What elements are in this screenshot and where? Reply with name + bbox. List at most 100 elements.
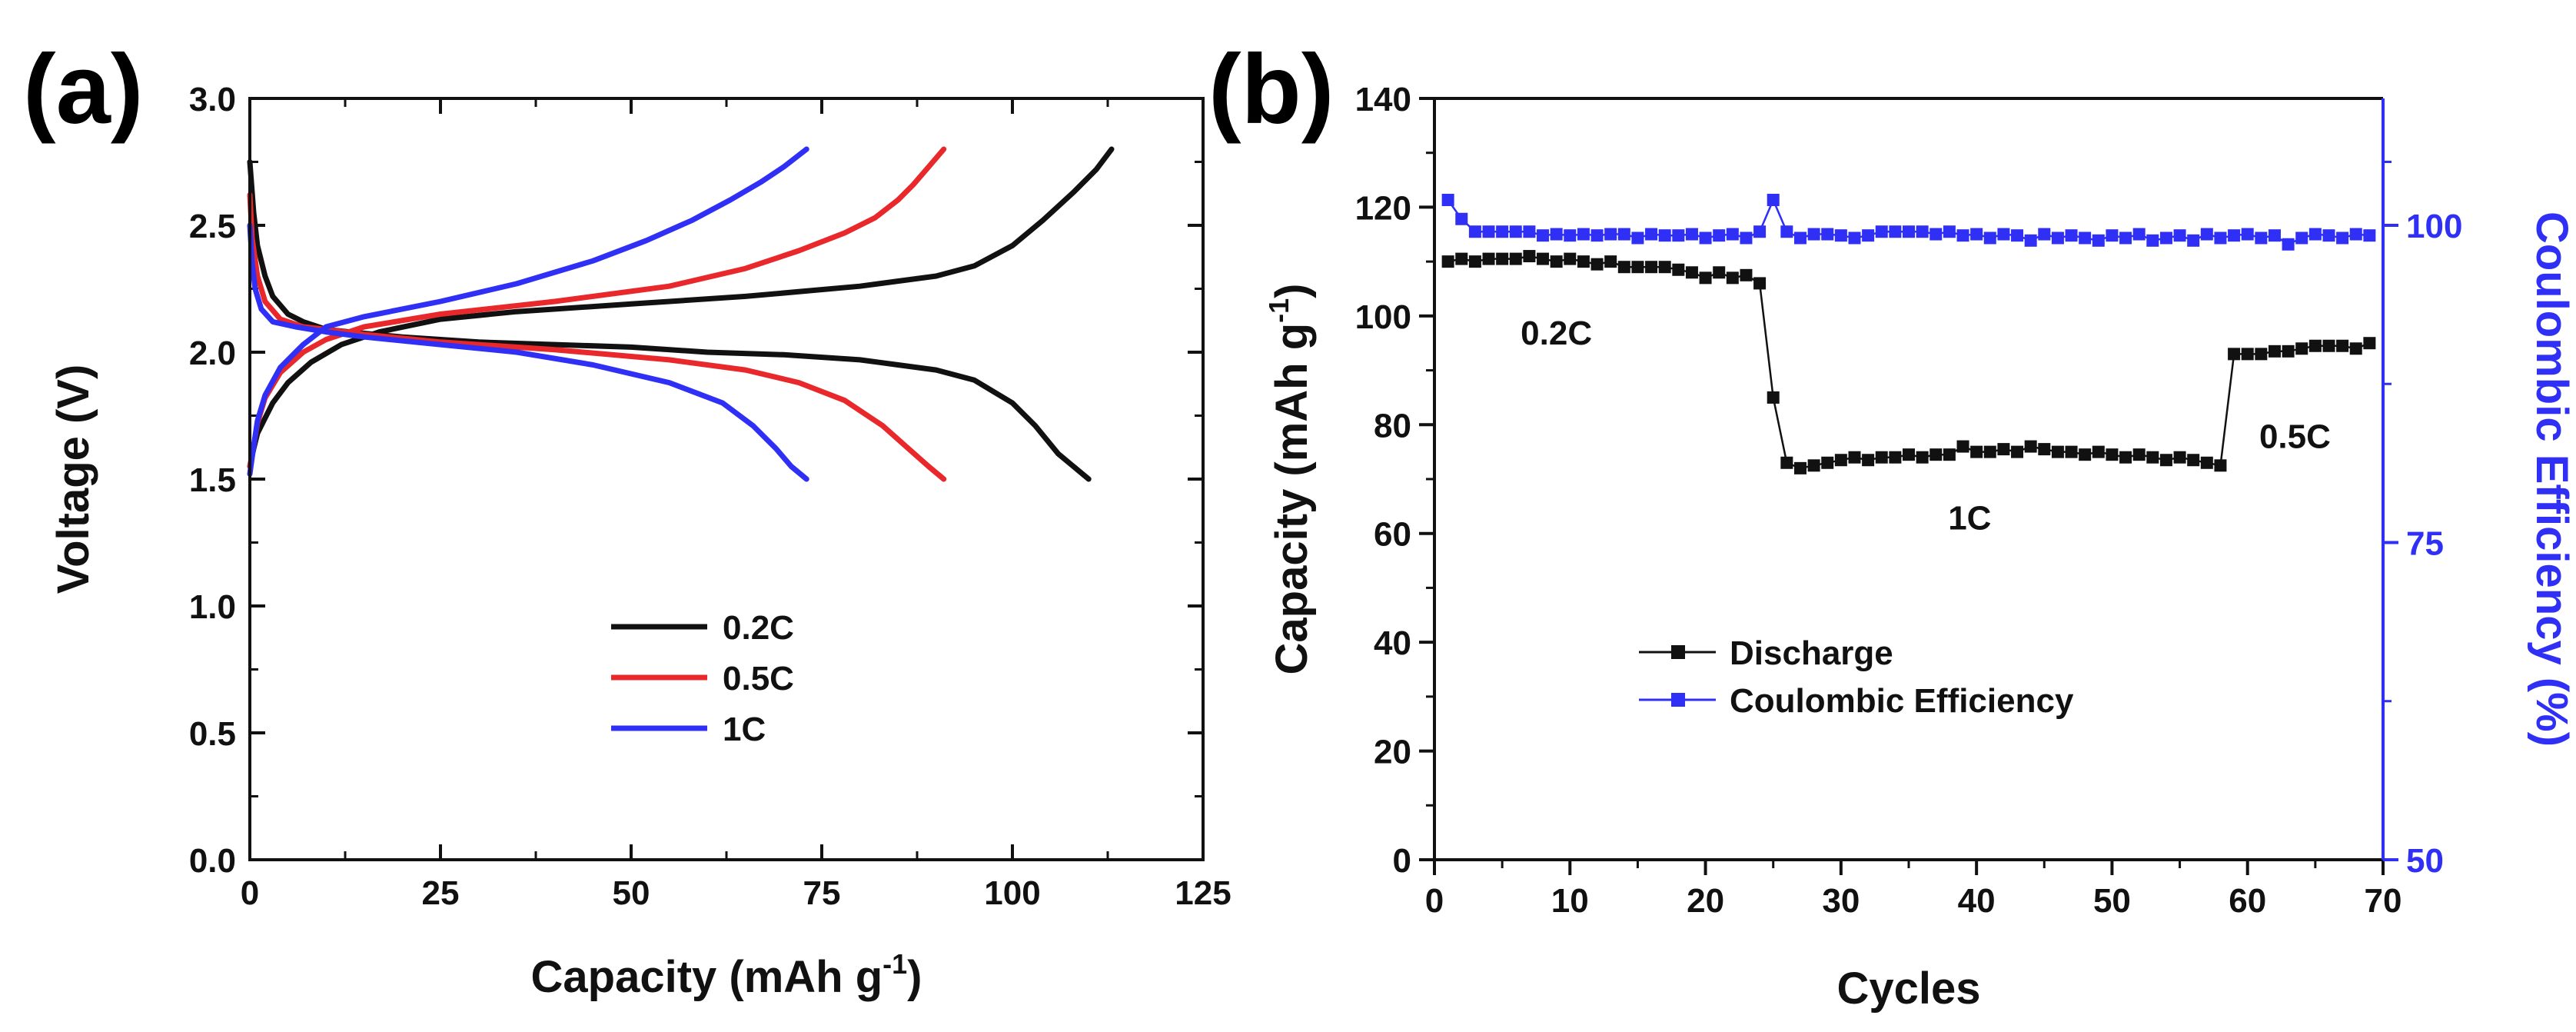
panel-b-legend-marker <box>1671 645 1685 659</box>
discharge-point <box>1455 252 1468 265</box>
efficiency-point <box>2132 228 2146 241</box>
discharge-point <box>1793 461 1807 474</box>
panel-b-annotation: 0.5C <box>2259 418 2331 455</box>
efficiency-point <box>1997 228 2010 241</box>
discharge-point <box>2051 445 2064 458</box>
efficiency-point <box>1577 228 1590 241</box>
efficiency-point <box>1523 225 1536 238</box>
discharge-point <box>2295 342 2308 355</box>
panel-b-y-axis-title-sup: -1 <box>1263 298 1295 323</box>
panel-a-y-tick-label: 3.0 <box>189 81 236 118</box>
panel-b-annotation: 1C <box>1948 500 1991 538</box>
discharge-point <box>1943 448 1956 461</box>
panel-a-x-tick-label: 125 <box>1175 874 1231 912</box>
efficiency-point <box>1983 231 1996 245</box>
efficiency-point <box>1496 225 1509 238</box>
panel-b-y-tick-label: 60 <box>1374 516 1411 554</box>
efficiency-point <box>1916 225 1929 238</box>
discharge-point <box>1889 451 1902 464</box>
discharge-point <box>1834 454 1847 467</box>
discharge-point <box>2255 348 2268 361</box>
panel-b-cycling-chart: (b) 0 10 20 30 40 50 60 70 0 20 40 60 80 100 120 140 5… <box>1208 35 2576 1014</box>
efficiency-point <box>1509 225 1522 238</box>
discharge-point <box>2024 440 2037 453</box>
panel-b-x-tick-labels: 0 10 20 30 40 50 60 70 <box>1425 882 2402 920</box>
panel-a-y-tick-label: 1.0 <box>189 588 236 626</box>
discharge-point <box>1441 255 1454 268</box>
efficiency-point <box>2228 229 2241 242</box>
efficiency-point <box>1943 225 1956 238</box>
panel-b-annotations: 0.2C 1C 0.5C <box>1521 315 2331 537</box>
discharge-point <box>2119 451 2132 464</box>
panel-b-x-tick-label: 0 <box>1425 882 1444 920</box>
discharge-point <box>1564 252 1577 265</box>
discharge-point <box>1740 268 1753 281</box>
efficiency-point <box>2051 231 2064 245</box>
discharge-point <box>1780 456 1793 469</box>
efficiency-point <box>2159 231 2172 245</box>
efficiency-point <box>1956 229 1969 242</box>
panel-b-series <box>1441 194 2376 474</box>
panel-b-legend-marker <box>1671 693 1685 707</box>
efficiency-point <box>2268 229 2281 242</box>
discharge-point <box>1482 252 1495 265</box>
panel-b-x-tick-label: 40 <box>1958 882 1996 920</box>
efficiency-point <box>1889 225 1902 238</box>
discharge-point <box>1537 252 1550 265</box>
discharge-point <box>2228 348 2241 361</box>
panel-a-series-line-1 <box>247 146 1115 469</box>
panel-b-y-tick-label: 0 <box>1393 842 1411 880</box>
efficiency-point <box>2255 231 2268 245</box>
discharge-point <box>1468 255 1481 268</box>
panel-a-plot-frame <box>248 97 1205 861</box>
efficiency-point <box>1441 194 1454 206</box>
discharge-point <box>2011 445 2024 458</box>
discharge-point <box>2173 451 2186 464</box>
panel-a-x-axis-title-sup: -1 <box>882 948 907 980</box>
discharge-point <box>1577 255 1590 268</box>
efficiency-point <box>1699 231 1712 245</box>
discharge-point <box>1645 261 1658 274</box>
discharge-point <box>1550 255 1563 268</box>
discharge-point <box>1767 391 1780 404</box>
panel-a-series-line-4 <box>247 222 809 482</box>
efficiency-point <box>2282 238 2295 251</box>
efficiency-point <box>2363 229 2376 242</box>
panel-b-legend-label: Discharge <box>1730 634 1893 672</box>
discharge-point <box>1699 271 1712 285</box>
discharge-point <box>2079 448 2092 461</box>
efficiency-point <box>1970 228 1983 241</box>
efficiency-point <box>1726 228 1739 241</box>
efficiency-point <box>1604 228 1617 241</box>
discharge-point <box>2187 454 2200 467</box>
efficiency-point <box>1740 231 1753 245</box>
panel-a-x-tick-label: 0 <box>241 874 259 912</box>
efficiency-point <box>2173 229 2186 242</box>
efficiency-point <box>2011 229 2024 242</box>
discharge-point <box>1983 445 1996 458</box>
discharge-point <box>2282 345 2295 358</box>
panel-b-legend: Discharge Coulombic Efficiency <box>1639 634 2074 720</box>
efficiency-point <box>2200 228 2213 241</box>
discharge-point <box>1970 445 1983 458</box>
discharge-point <box>2336 339 2349 352</box>
panel-b-x-tick-label: 20 <box>1687 882 1724 920</box>
discharge-point <box>1523 250 1536 263</box>
efficiency-point <box>2214 231 2227 245</box>
panel-b-y-axis-title: Capacity (mAh g-1) <box>1263 284 1317 675</box>
discharge-point <box>1903 448 1915 461</box>
efficiency-point <box>2024 234 2037 247</box>
panel-b-x-tick-label: 70 <box>2365 882 2402 920</box>
discharge-point <box>1753 277 1767 290</box>
efficiency-point <box>2106 229 2119 242</box>
discharge-point <box>1631 261 1644 274</box>
efficiency-point <box>1713 229 1726 242</box>
efficiency-point <box>2079 231 2092 245</box>
efficiency-point <box>1672 229 1685 242</box>
efficiency-point <box>1468 225 1481 238</box>
discharge-point <box>1604 255 1617 268</box>
efficiency-point <box>2146 234 2159 247</box>
efficiency-point <box>1537 229 1550 242</box>
panel-b-y-tick-label: 40 <box>1374 624 1411 662</box>
